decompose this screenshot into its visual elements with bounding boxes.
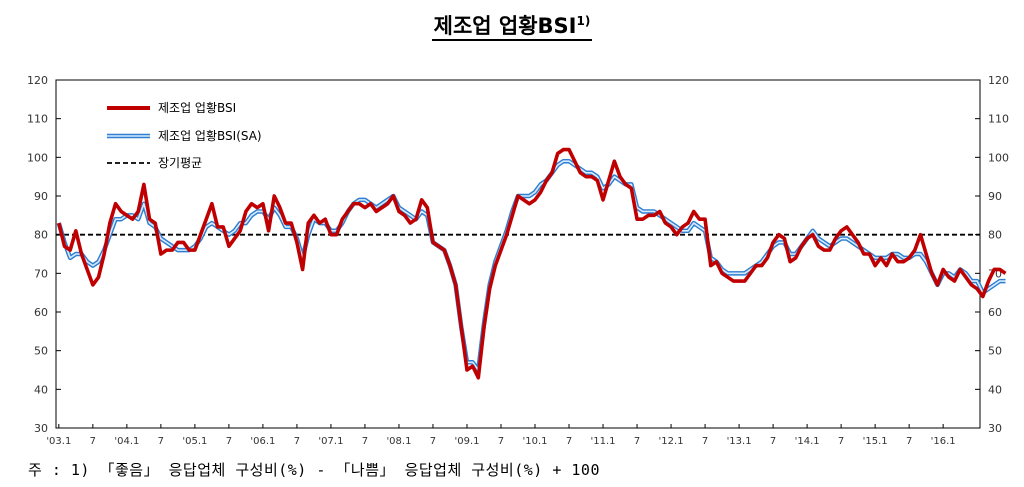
series-line-bsi (57, 147, 1007, 380)
y-tick-label-left: 40 (34, 383, 48, 396)
x-tick-label: 7 (702, 436, 708, 447)
x-tick-label: '12.1 (659, 436, 684, 447)
legend-label: 제조업 업황BSI (158, 101, 236, 115)
y-tick-label-left: 80 (34, 229, 48, 242)
x-tick-label: 7 (158, 436, 164, 447)
chart-title-footnote-mark: 1) (576, 14, 591, 28)
y-tick-label-right: 120 (988, 74, 1009, 87)
y-tick-label-left: 30 (34, 422, 48, 435)
y-tick-label-left: 120 (27, 74, 48, 87)
footnote: 주 : 1) 「좋음」 응답업체 구성비(%) - 「나쁨」 응답업체 구성비(… (28, 461, 600, 479)
legend-label: 장기평균 (158, 156, 202, 170)
x-tick-label: '04.1 (114, 436, 139, 447)
y-tick-label-left: 70 (34, 267, 48, 280)
x-tick-label: '16.1 (931, 436, 956, 447)
y-tick-label-right: 50 (988, 345, 1002, 358)
chart-title: 제조업 업황BSI1) (0, 10, 1024, 41)
x-axis: '03.1 7 '04.1 7 '05.1 7 '06.1 7 '07.1 7 '08.1 7 '09.… (46, 424, 956, 447)
y-tick-label-left: 60 (34, 306, 48, 319)
x-tick-label: 7 (634, 436, 640, 447)
x-tick-label: '08.1 (386, 436, 411, 447)
series-layer (56, 147, 1007, 380)
y-tick-label-right: 30 (988, 422, 1002, 435)
y-tick-label-right: 40 (988, 383, 1002, 396)
legend-label: 제조업 업황BSI(SA) (158, 129, 262, 143)
chart-title-text: 제조업 업황BSI (433, 14, 577, 38)
y-tick-label-left: 50 (34, 345, 48, 358)
x-tick-label: 7 (430, 436, 436, 447)
y-tick-label-right: 90 (988, 190, 1002, 203)
y-tick-label-right: 60 (988, 306, 1002, 319)
x-tick-label: 7 (906, 436, 912, 447)
x-tick-label: 7 (294, 436, 300, 447)
x-tick-label: '10.1 (522, 436, 547, 447)
x-tick-label: '11.1 (591, 436, 616, 447)
x-tick-label: '15.1 (863, 436, 888, 447)
x-tick-label: 7 (226, 436, 232, 447)
x-tick-label: 7 (770, 436, 776, 447)
x-tick-label: 7 (838, 436, 844, 447)
x-tick-label: '14.1 (795, 436, 820, 447)
y-tick-label-right: 110 (988, 113, 1009, 126)
y-tick-label-right: 100 (988, 151, 1009, 164)
y-tick-label-right: 80 (988, 229, 1002, 242)
x-tick-label: '07.1 (318, 436, 343, 447)
x-tick-label: '03.1 (46, 436, 71, 447)
x-tick-label: '13.1 (727, 436, 752, 447)
y-tick-label-left: 100 (27, 151, 48, 164)
x-tick-label: '09.1 (454, 436, 479, 447)
x-tick-label: 7 (362, 436, 368, 447)
y-tick-label-left: 110 (27, 113, 48, 126)
plot-frame (55, 79, 981, 429)
y-tick-label-left: 90 (34, 190, 48, 203)
x-tick-label: '05.1 (182, 436, 207, 447)
x-tick-label: '06.1 (250, 436, 275, 447)
legend: 제조업 업황BSI 제조업 업황BSI(SA) 장기평균 (107, 101, 262, 170)
x-tick-label: 7 (498, 436, 504, 447)
x-tick-label: 7 (566, 436, 572, 447)
x-tick-label: 7 (90, 436, 96, 447)
